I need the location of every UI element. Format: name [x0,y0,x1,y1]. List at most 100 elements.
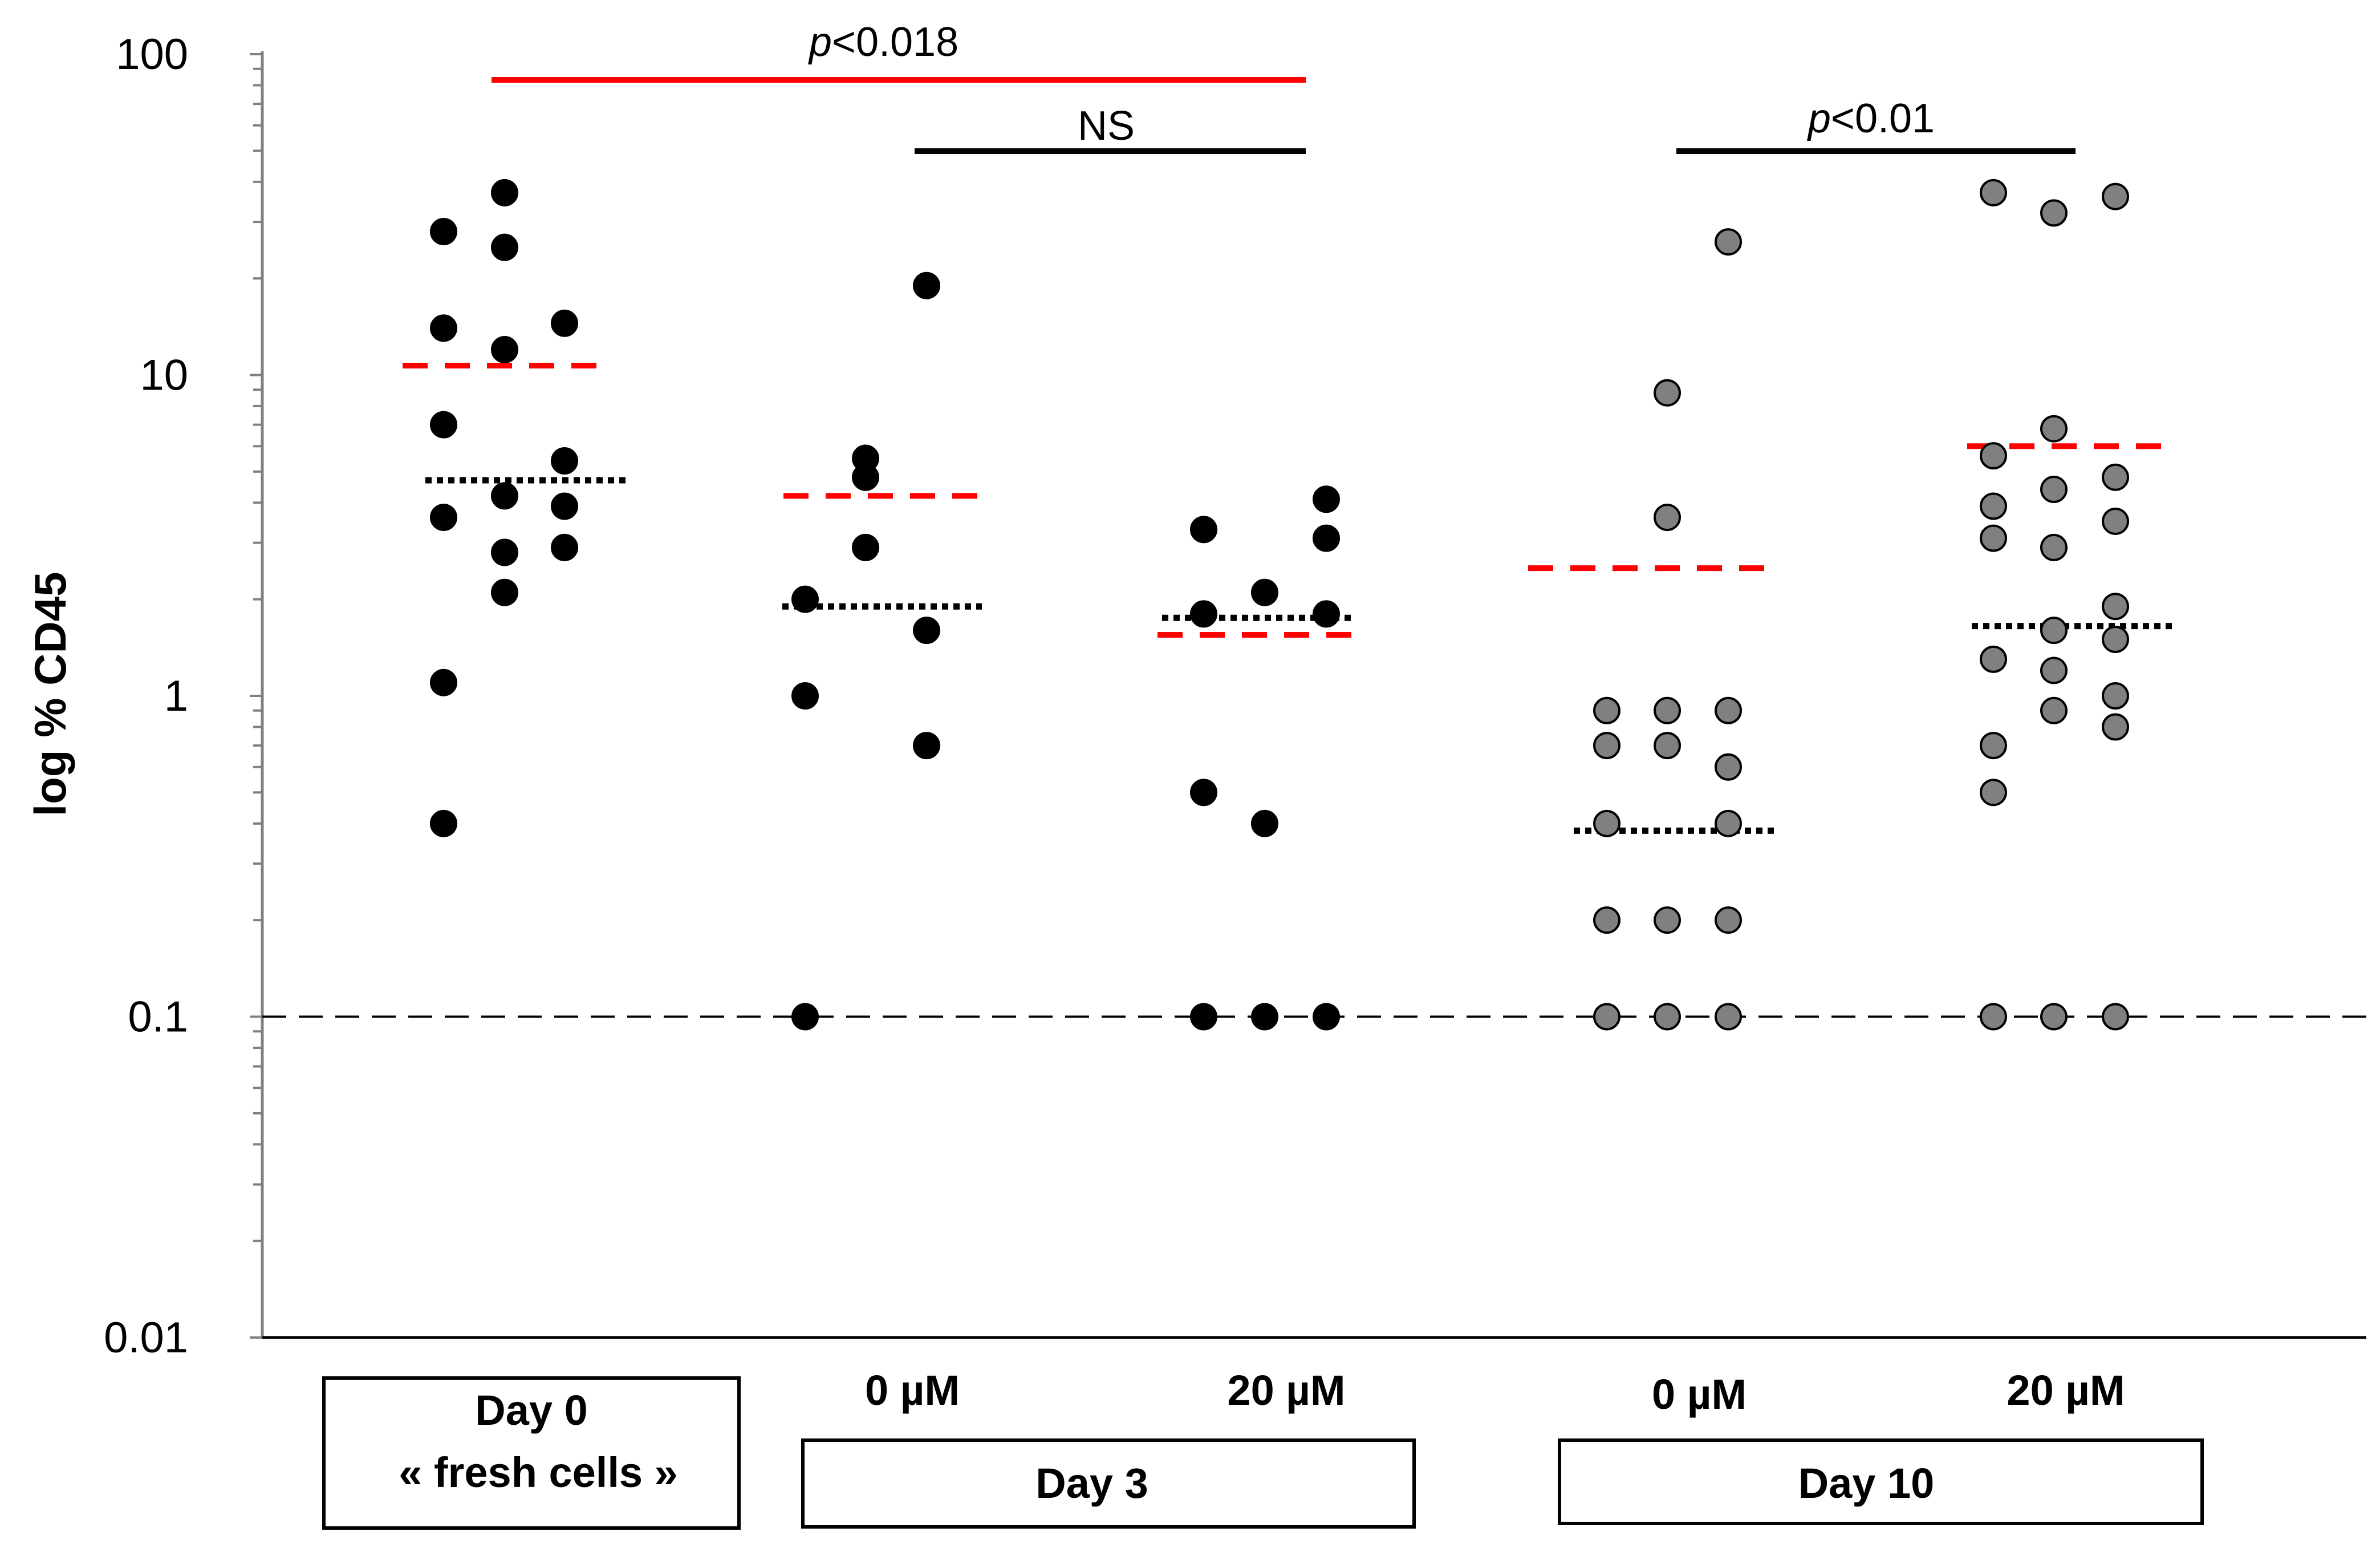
day3-box [801,1438,1416,1529]
comparison-label-italic: p [1807,96,1831,141]
data-point [1980,1003,2007,1031]
data-point [491,233,518,261]
data-point [491,578,518,606]
data-point [852,533,879,561]
data-point [1654,379,1681,407]
comparison-label: p<0.018 [808,19,959,65]
data-point [2040,696,2068,724]
data-point [551,533,578,561]
y-tick-label: 0.1 [128,993,188,1042]
data-point [913,271,940,299]
data-point [1251,578,1278,606]
data-point [1251,1003,1278,1031]
comparison-label-italic: p [808,19,832,65]
data-point [1980,179,2007,206]
day10-0uM-label: 0 µM [1652,1371,1747,1418]
data-point [491,335,518,363]
day10-box [1558,1438,2204,1525]
data-point [1654,504,1681,532]
data-point [2040,415,2068,443]
data-point [1593,1003,1620,1031]
data-point [1593,809,1620,837]
data-point [2040,617,2068,645]
data-point [430,504,457,532]
day0-label-line2: « fresh cells » [399,1449,678,1496]
data-point [1313,600,1340,628]
data-point [1980,524,2007,552]
data-point [1190,600,1217,628]
data-point [1715,753,1742,781]
data-point [491,538,518,566]
data-point [551,309,578,337]
data-point [791,585,819,613]
comparison-label: p<0.01 [1807,96,1935,141]
data-point [1190,779,1217,807]
day10-20uM-label: 20 µM [2007,1367,2125,1414]
data-point [1654,1003,1681,1031]
data-point [1715,906,1742,934]
data-point [1190,1003,1217,1031]
data-point [430,809,457,837]
data-point [430,411,457,439]
data-point [1980,645,2007,673]
data-point [1654,906,1681,934]
data-point [491,179,518,206]
data-point [1654,732,1681,760]
data-point [1593,732,1620,760]
y-tick-label: 10 [140,351,188,400]
data-point [2040,199,2068,227]
day3-20uM-label: 20 µM [1227,1367,1345,1414]
data-point [491,482,518,510]
data-point [2102,183,2129,210]
data-point [1715,1003,1742,1031]
data-point [2040,1003,2068,1031]
data-point [430,314,457,342]
data-point [2102,682,2129,710]
day10-label: Day 10 [1798,1460,1935,1507]
data-point [2102,625,2129,653]
day3-0uM-label: 0 µM [865,1367,960,1414]
data-point [2040,476,2068,504]
day3-label: Day 3 [1035,1460,1148,1507]
data-point [2102,1003,2129,1031]
day0-box [322,1376,741,1530]
data-point [430,668,457,696]
data-point [2102,593,2129,621]
data-point [1715,228,1742,256]
data-point [1980,492,2007,520]
data-point [1593,906,1620,934]
y-tick-label: 1 [164,672,188,720]
data-point [430,217,457,245]
data-point [1251,809,1278,837]
data-point [791,1003,819,1031]
data-point [913,732,940,760]
data-point [791,682,819,710]
data-point [1190,516,1217,544]
data-point [1654,696,1681,724]
data-point [1980,779,2007,807]
data-point [2102,507,2129,535]
data-point [1313,524,1340,552]
day0-label-line1: Day 0 [475,1387,587,1434]
y-tick-label: 100 [116,30,188,79]
data-point [1980,442,2007,470]
data-point [551,492,578,520]
data-point [1715,809,1742,837]
data-point [2102,713,2129,741]
data-point [1313,485,1340,513]
data-point [2040,656,2068,684]
data-point [1980,732,2007,760]
comparison-label-text: <0.01 [1831,96,1935,141]
comparison-label-text: NS [1078,103,1135,149]
data-point [913,617,940,645]
data-point [852,463,879,491]
comparison-label: NS [1078,103,1135,149]
data-point [2102,463,2129,491]
data-point [2040,533,2068,561]
data-point [551,447,578,475]
y-tick-label: 0.01 [104,1314,188,1362]
comparison-label-text: <0.018 [832,19,959,65]
y-axis-title: log % CD45 [25,572,75,816]
data-point [1715,696,1742,724]
